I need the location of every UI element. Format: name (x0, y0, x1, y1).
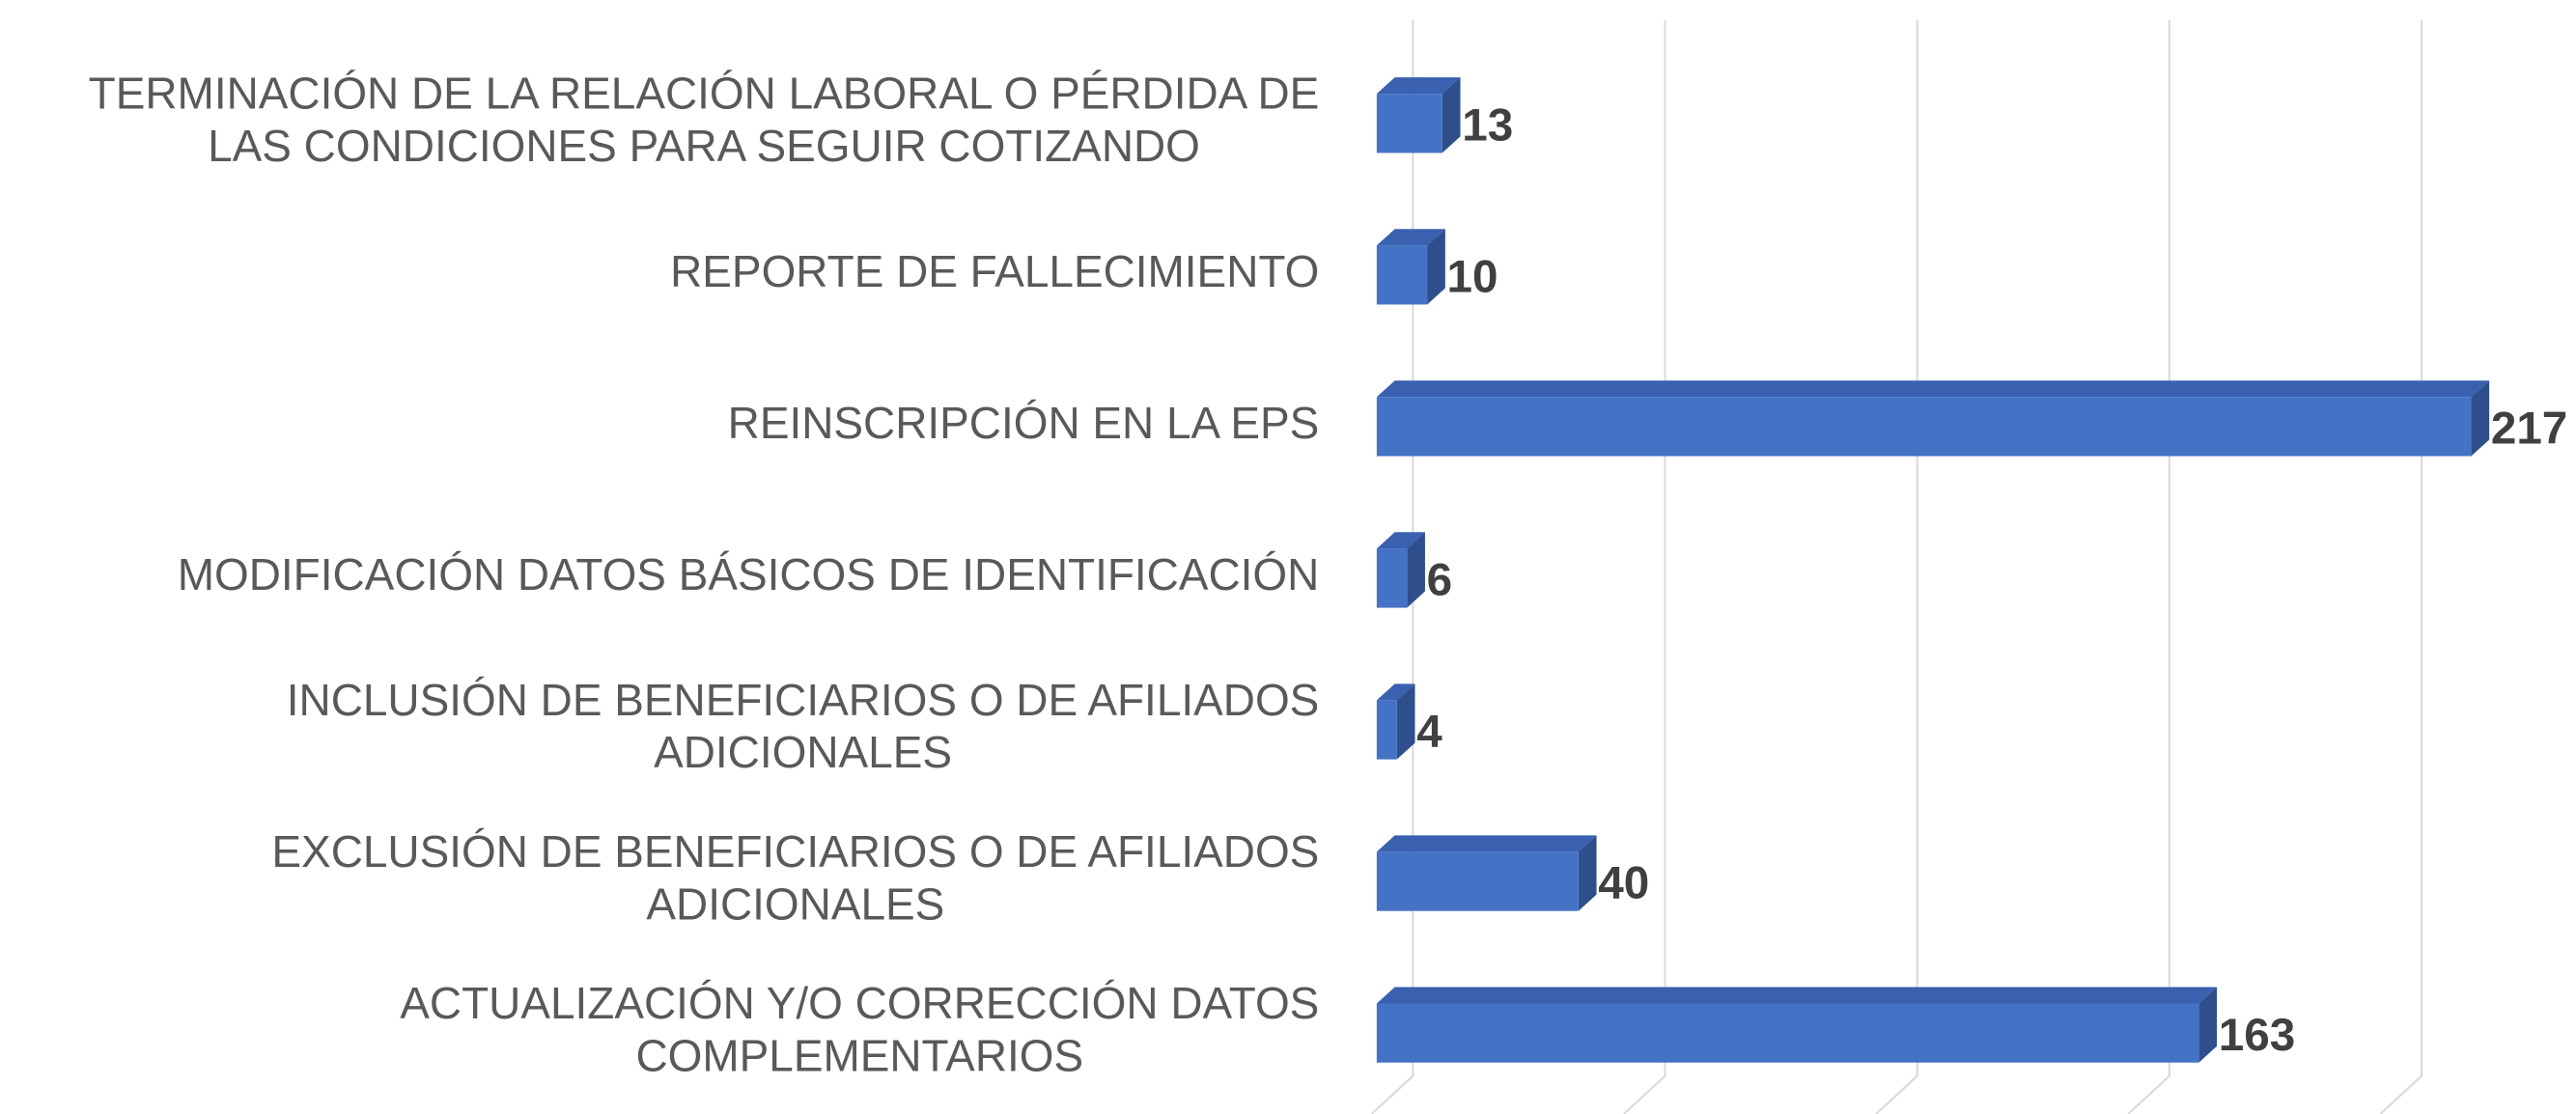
grid-line (1875, 19, 1918, 1114)
category-line: INCLUSIÓN DE BENEFICIARIOS O DE AFILIADO… (287, 675, 1320, 725)
category-label: EXCLUSIÓN DE BENEFICIARIOS O DE AFILIADO… (271, 826, 1319, 929)
bar-top (1376, 380, 2490, 398)
bar-side (1407, 532, 1425, 608)
bar-front (1376, 548, 1408, 608)
category-label: ACTUALIZACIÓN Y/O CORRECCIÓN DATOS COMPLE… (400, 978, 1319, 1080)
category-label: REINSCRIPCIÓN EN LA EPS (728, 398, 1320, 448)
data-label: 4 (1416, 707, 1442, 758)
category-line: COMPLEMENTARIOS (635, 1030, 1083, 1080)
bar (1376, 683, 1415, 760)
category-line: REPORTE DE FALLECIMIENTO (670, 246, 1319, 296)
bar-front (1376, 851, 1579, 911)
category-line: LAS CONDICIONES PARA SEGUIR COTIZANDO (208, 121, 1200, 171)
bar-side (1396, 683, 1415, 760)
bar-front (1376, 1003, 2199, 1063)
bar-front (1376, 700, 1397, 760)
bar-side (1442, 77, 1461, 153)
bar-top (1376, 77, 1461, 95)
bar (1376, 229, 1445, 305)
bar-side (1427, 229, 1445, 305)
bar (1376, 987, 2218, 1063)
grid-line (1371, 19, 1414, 1114)
data-label: 13 (1462, 99, 1513, 151)
bar-front (1376, 94, 1442, 153)
bar-top (1376, 835, 1597, 852)
category-line: ADICIONALES (646, 878, 944, 929)
category-line: REINSCRIPCIÓN EN LA EPS (728, 398, 1320, 448)
data-label: 10 (1447, 252, 1498, 303)
bar-side (2471, 380, 2490, 457)
data-label: 163 (2219, 1010, 2295, 1061)
category-line: TERMINACIÓN DE LA RELACIÓN LABORAL O PÉR… (89, 69, 1320, 119)
bar (1376, 835, 1597, 911)
bar-top (1376, 683, 1415, 701)
bar-front (1376, 245, 1428, 305)
category-label: MODIFICACIÓN DATOS BÁSICOS DE IDENTIFICA… (178, 549, 1320, 599)
data-label: 40 (1598, 858, 1649, 909)
grid-line (1623, 19, 1666, 1114)
category-line: ACTUALIZACIÓN Y/O CORRECCIÓN DATOS (400, 978, 1319, 1028)
data-label: 217 (2491, 404, 2567, 455)
bar-front (1376, 397, 2472, 457)
bar (1376, 77, 1461, 153)
bar-top (1376, 532, 1425, 549)
data-label: 6 (1427, 555, 1453, 606)
bar (1376, 532, 1425, 608)
category-label: REPORTE DE FALLECIMIENTO (670, 246, 1319, 296)
category-label: INCLUSIÓN DE BENEFICIARIOS O DE AFILIADO… (287, 675, 1320, 777)
bar-top (1376, 987, 2218, 1004)
category-line: EXCLUSIÓN DE BENEFICIARIOS O DE AFILIADO… (271, 826, 1319, 877)
category-label: TERMINACIÓN DE LA RELACIÓN LABORAL O PÉR… (89, 69, 1320, 171)
grid-line (2127, 19, 2170, 1114)
bar-side (1578, 835, 1597, 911)
bar-side (2198, 987, 2218, 1063)
bar-top (1376, 229, 1445, 246)
category-line: MODIFICACIÓN DATOS BÁSICOS DE IDENTIFICA… (178, 549, 1320, 599)
grid-line (2379, 19, 2423, 1114)
category-line: ADICIONALES (654, 727, 952, 777)
bar (1376, 380, 2490, 457)
